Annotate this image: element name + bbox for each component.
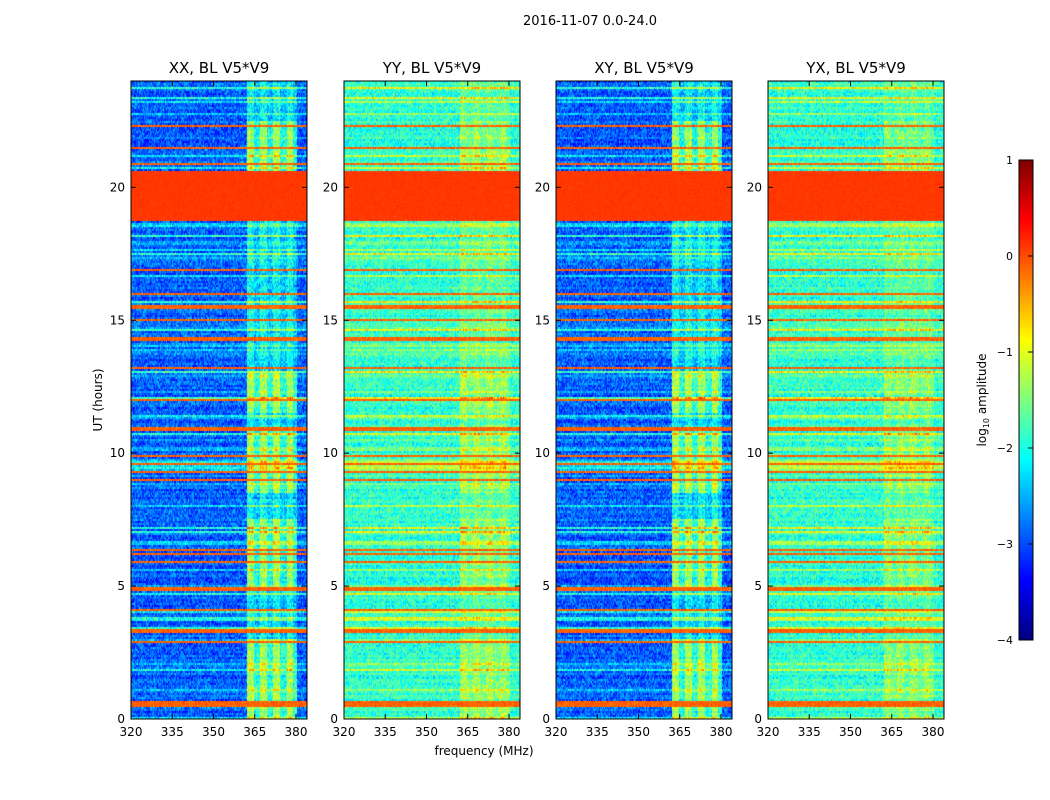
x-tick-label: 320 bbox=[120, 725, 143, 739]
x-tick-label: 380 bbox=[285, 725, 308, 739]
colorbar bbox=[1019, 160, 1033, 640]
x-tick-label: 365 bbox=[880, 725, 903, 739]
y-tick-label: 15 bbox=[535, 313, 550, 327]
colorbar-tick-label: −1 bbox=[997, 346, 1013, 359]
y-tick-label: 15 bbox=[747, 313, 762, 327]
y-tick-label: 10 bbox=[323, 446, 338, 460]
colorbar-label-part: amplitude bbox=[975, 354, 989, 418]
plot-frame bbox=[555, 80, 733, 720]
y-tick-label: 0 bbox=[117, 712, 125, 726]
x-tick-label: 380 bbox=[498, 725, 521, 739]
x-tick-label: 380 bbox=[710, 725, 733, 739]
x-tick-label: 335 bbox=[161, 725, 184, 739]
heatmap-xy bbox=[556, 81, 732, 719]
colorbar-frame bbox=[1018, 159, 1034, 641]
panel-title: YY, BL V5*V9 bbox=[382, 59, 481, 77]
colorbar-tick-label: 1 bbox=[1006, 154, 1013, 167]
heatmap-xx bbox=[131, 81, 307, 719]
panel-title: YX, BL V5*V9 bbox=[805, 59, 906, 77]
plot-frame bbox=[343, 80, 521, 720]
y-tick-label: 20 bbox=[110, 180, 125, 194]
x-tick-label: 365 bbox=[668, 725, 691, 739]
x-axis-label: frequency (MHz) bbox=[434, 744, 533, 758]
colorbar-label-part: 10 bbox=[982, 418, 991, 428]
x-tick-label: 350 bbox=[839, 725, 862, 739]
x-tick-label: 320 bbox=[757, 725, 780, 739]
x-tick-label: 380 bbox=[922, 725, 945, 739]
y-tick-label: 15 bbox=[110, 313, 125, 327]
y-tick-label: 20 bbox=[747, 180, 762, 194]
y-tick-label: 20 bbox=[535, 180, 550, 194]
colorbar-tick-label: 0 bbox=[1006, 250, 1013, 263]
y-tick-label: 15 bbox=[323, 313, 338, 327]
colorbar-label: log10 amplitude bbox=[975, 354, 991, 447]
y-tick-label: 10 bbox=[747, 446, 762, 460]
x-tick-label: 320 bbox=[333, 725, 356, 739]
y-tick-label: 10 bbox=[110, 446, 125, 460]
heatmap-yy bbox=[344, 81, 520, 719]
x-tick-label: 350 bbox=[202, 725, 225, 739]
y-tick-label: 5 bbox=[754, 579, 762, 593]
x-tick-label: 365 bbox=[456, 725, 479, 739]
colorbar-tick-label: −2 bbox=[997, 442, 1013, 455]
x-tick-label: 335 bbox=[374, 725, 397, 739]
x-tick-label: 350 bbox=[627, 725, 650, 739]
x-tick-label: 365 bbox=[243, 725, 266, 739]
x-tick-label: 335 bbox=[798, 725, 821, 739]
x-tick-label: 350 bbox=[415, 725, 438, 739]
y-tick-label: 10 bbox=[535, 446, 550, 460]
y-tick-label: 0 bbox=[330, 712, 338, 726]
y-tick-label: 5 bbox=[542, 579, 550, 593]
y-tick-label: 0 bbox=[754, 712, 762, 726]
figure-title: 2016-11-07 0.0-24.0 bbox=[523, 14, 657, 29]
y-tick-label: 5 bbox=[330, 579, 338, 593]
y-tick-label: 20 bbox=[323, 180, 338, 194]
colorbar-tick-label: −4 bbox=[997, 634, 1013, 647]
panel-title: XX, BL V5*V9 bbox=[169, 59, 270, 77]
y-axis-label: UT (hours) bbox=[91, 368, 105, 431]
panel-title: XY, BL V5*V9 bbox=[594, 59, 694, 77]
y-tick-label: 0 bbox=[542, 712, 550, 726]
colorbar-label-part: log bbox=[975, 428, 989, 446]
y-tick-label: 5 bbox=[117, 579, 125, 593]
x-tick-label: 335 bbox=[586, 725, 609, 739]
x-tick-label: 320 bbox=[545, 725, 568, 739]
plot-frame bbox=[130, 80, 308, 720]
heatmap-yx bbox=[768, 81, 944, 719]
colorbar-tick-label: −3 bbox=[997, 538, 1013, 551]
plot-frame bbox=[767, 80, 945, 720]
